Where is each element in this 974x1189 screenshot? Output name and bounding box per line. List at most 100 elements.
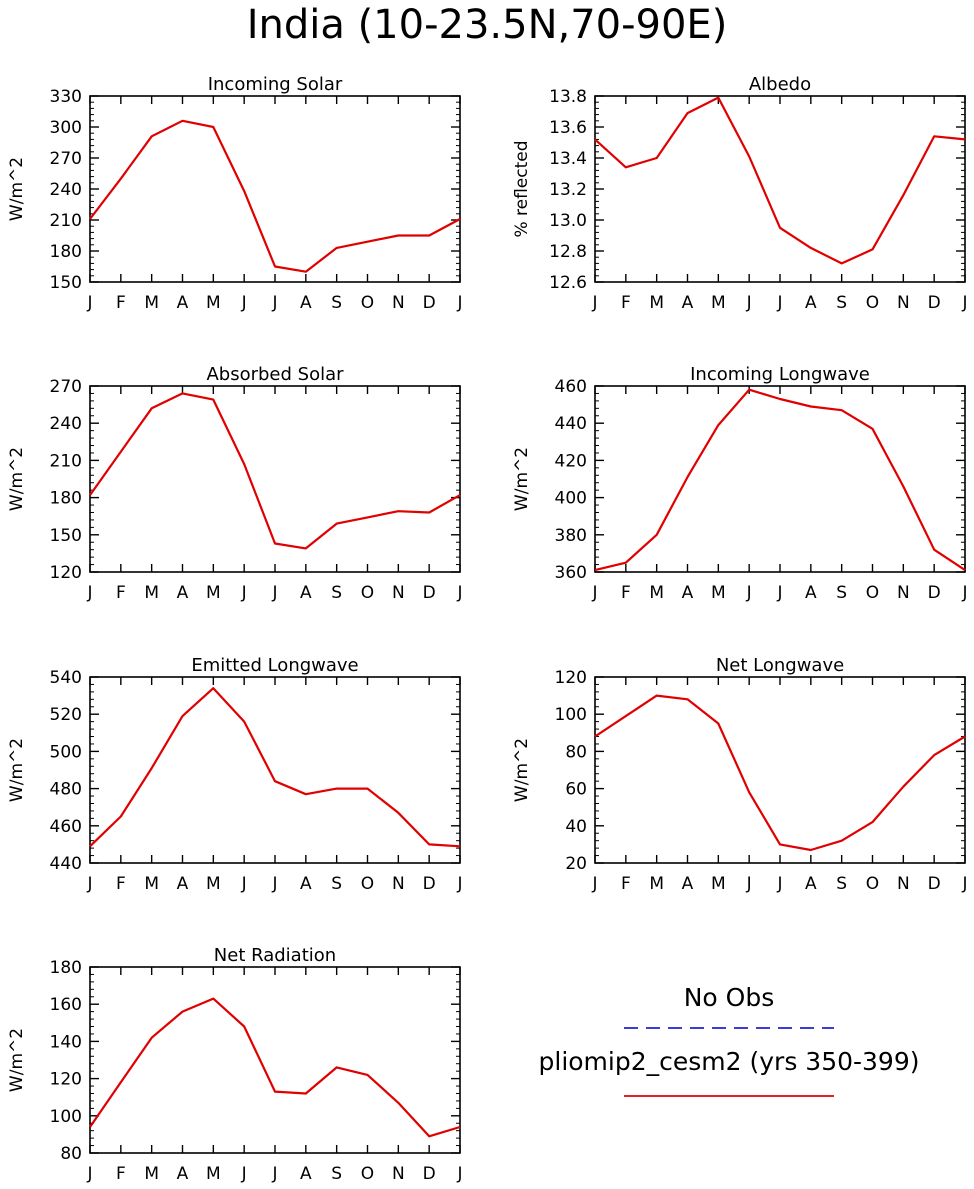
x-tick-label: A — [805, 583, 817, 603]
y-tick-label: 120 — [555, 668, 587, 688]
panel-title: Absorbed Solar — [206, 364, 344, 385]
y-tick-label: 180 — [50, 958, 82, 978]
panel-frame — [594, 676, 966, 864]
y-tick-label: 360 — [555, 563, 587, 583]
x-tick-label: M — [144, 874, 159, 894]
y-axis-label: W/m^2 — [512, 738, 532, 802]
y-tick-label: 460 — [50, 817, 82, 837]
y-tick-label: 440 — [50, 854, 82, 874]
x-tick-label: D — [423, 293, 436, 313]
x-tick-label: M — [649, 583, 664, 603]
y-tick-label: 20 — [565, 854, 587, 874]
y-tick-label: 240 — [50, 414, 82, 434]
x-tick-label: N — [897, 293, 910, 313]
series-line — [594, 694, 966, 852]
x-tick-label: N — [897, 874, 910, 894]
x-tick-label: S — [331, 874, 342, 894]
x-tick-label: J — [241, 293, 247, 313]
x-tick-label: O — [866, 293, 879, 313]
x-tick-label: M — [206, 583, 221, 603]
panel-2: J F M A M J J A S O N D J12.612.813.013.213.413.613.… — [512, 74, 968, 313]
x-tick-label: O — [361, 293, 374, 313]
x-tick-label: D — [928, 293, 941, 313]
x-tick-label: J — [746, 583, 752, 603]
x-tick-label: J — [456, 874, 462, 894]
x-tick-label: A — [300, 874, 312, 894]
y-tick-label: 13.0 — [549, 211, 587, 231]
panel-1: J F M A M J J A S O N D J150180210240270300330Incomi… — [7, 74, 463, 313]
panel-title: Albedo — [749, 74, 811, 95]
y-tick-label: 240 — [50, 180, 82, 200]
x-tick-label: O — [866, 874, 879, 894]
x-tick-label: A — [682, 293, 694, 313]
x-tick-label: J — [776, 583, 782, 603]
y-tick-label: 13.8 — [549, 87, 587, 107]
y-tick-label: 540 — [50, 668, 82, 688]
panel-frame — [89, 966, 461, 1154]
x-tick-label: J — [241, 583, 247, 603]
y-tick-label: 330 — [50, 87, 82, 107]
x-tick-label: A — [805, 874, 817, 894]
panel-title: Net Longwave — [716, 655, 844, 676]
series-line — [89, 119, 461, 273]
y-axis-label: % reflected — [512, 140, 532, 237]
x-tick-label: D — [928, 874, 941, 894]
panel-frame — [89, 676, 461, 864]
x-tick-label: J — [776, 874, 782, 894]
x-tick-label: F — [116, 583, 126, 603]
x-tick-label: J — [591, 874, 597, 894]
legend-no-obs-label: No Obs — [684, 983, 775, 1012]
x-tick-label: F — [116, 293, 126, 313]
x-tick-label: N — [392, 874, 405, 894]
x-tick-label: O — [361, 583, 374, 603]
x-tick-label: J — [961, 293, 967, 313]
y-tick-label: 120 — [50, 563, 82, 583]
x-tick-label: M — [206, 293, 221, 313]
x-tick-label: J — [456, 293, 462, 313]
x-tick-label: A — [300, 293, 312, 313]
panel-title: Emitted Longwave — [191, 655, 358, 676]
y-tick-label: 150 — [50, 526, 82, 546]
x-tick-label: J — [746, 874, 752, 894]
x-tick-label: M — [649, 874, 664, 894]
x-tick-label: M — [206, 874, 221, 894]
legend: No Obs pliomip2_cesm2 (yrs 350-399) — [539, 983, 920, 1097]
x-tick-label: J — [86, 583, 92, 603]
x-tick-label: J — [241, 1164, 247, 1184]
x-tick-label: J — [591, 583, 597, 603]
y-axis-label: W/m^2 — [7, 1028, 27, 1092]
figure-title: India (10-23.5N,70-90E) — [247, 2, 728, 48]
x-tick-label: M — [711, 583, 726, 603]
x-tick-label: M — [144, 583, 159, 603]
y-axis-label: W/m^2 — [512, 447, 532, 511]
y-tick-label: 40 — [565, 817, 587, 837]
y-tick-label: 210 — [50, 211, 82, 231]
y-tick-label: 100 — [50, 1107, 82, 1127]
x-tick-label: S — [836, 874, 847, 894]
x-tick-label: F — [621, 874, 631, 894]
x-tick-label: O — [361, 1164, 374, 1184]
x-tick-label: M — [144, 293, 159, 313]
x-tick-label: F — [621, 293, 631, 313]
x-tick-label: N — [392, 293, 405, 313]
x-tick-label: A — [805, 293, 817, 313]
x-tick-label: N — [392, 1164, 405, 1184]
y-tick-label: 120 — [50, 1070, 82, 1090]
x-tick-label: N — [392, 583, 405, 603]
x-tick-label: O — [866, 583, 879, 603]
x-tick-label: S — [331, 1164, 342, 1184]
x-tick-label: F — [621, 583, 631, 603]
y-tick-label: 160 — [50, 995, 82, 1015]
y-tick-label: 520 — [50, 705, 82, 725]
y-tick-label: 13.6 — [549, 118, 587, 138]
panel-frame — [594, 385, 966, 573]
x-tick-label: A — [177, 874, 189, 894]
x-tick-label: J — [456, 1164, 462, 1184]
series-line — [89, 392, 461, 550]
x-tick-label: J — [86, 1164, 92, 1184]
x-tick-label: D — [423, 583, 436, 603]
y-tick-label: 400 — [555, 489, 587, 509]
y-tick-label: 270 — [50, 149, 82, 169]
